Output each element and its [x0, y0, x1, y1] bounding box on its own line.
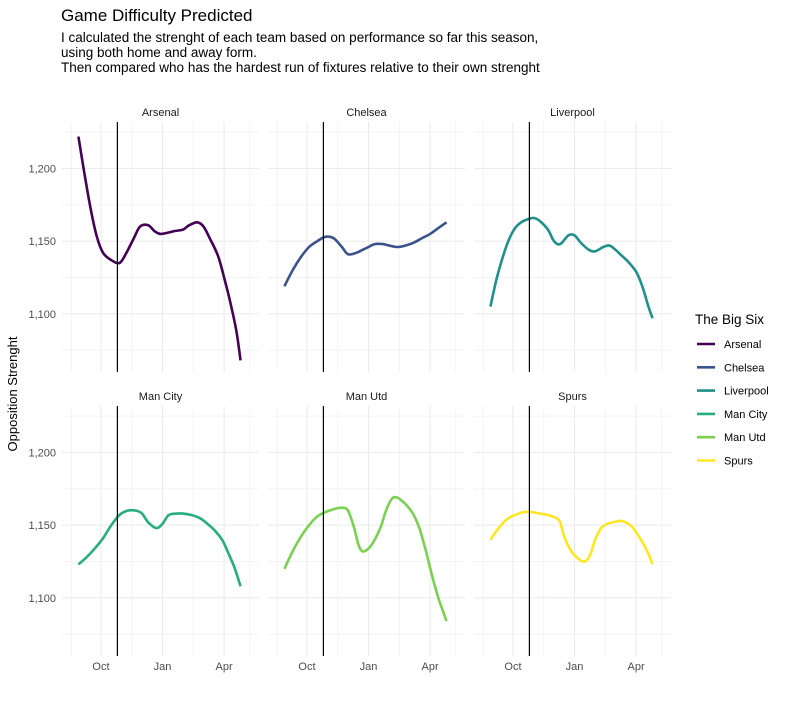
legend-item-man-utd: Man Utd [697, 432, 766, 444]
panel-chelsea: Chelsea [268, 107, 465, 372]
legend-item-spurs: Spurs [697, 456, 753, 468]
legend-label-chelsea: Chelsea [724, 362, 765, 374]
chart-subtitle-line-2: using both home and away form. [61, 45, 257, 60]
panel-title-man-utd: Man Utd [346, 391, 388, 403]
legend-label-man-city: Man City [724, 409, 768, 421]
series-line-man-utd [283, 495, 448, 622]
y-tick-label: 1,200 [28, 448, 56, 460]
y-axis-label: Opposition Strenght [5, 336, 20, 451]
y-tick-label: 1,100 [28, 593, 56, 605]
series-line-chelsea [283, 221, 448, 287]
panel-arsenal: Arsenal 1,100 1,150 1,200 [28, 107, 259, 372]
panel-liverpool: Liverpool [474, 107, 671, 372]
series-line-man-city [77, 508, 242, 587]
x-tick-label: Jan [154, 661, 172, 673]
chart-title: Game Difficulty Predicted [61, 6, 252, 25]
facet-panels: Arsenal 1,100 1,150 1,200 Chelsea Liverpool Ma… [28, 107, 671, 673]
legend-label-arsenal: Arsenal [724, 339, 761, 351]
x-tick-label: Oct [504, 661, 521, 673]
panel-title-liverpool: Liverpool [550, 107, 595, 119]
chart-subtitle-line-1: I calculated the strenght of each team b… [61, 30, 538, 45]
legend: The Big Six Arsenal Chelsea Liverpool Man Ci… [695, 312, 769, 468]
panel-man-utd: Man Utd Oct Jan Apr [268, 391, 465, 673]
legend-item-chelsea: Chelsea [697, 362, 765, 374]
series-line-arsenal [77, 136, 242, 361]
legend-item-man-city: Man City [697, 409, 768, 421]
x-tick-label: Oct [298, 661, 315, 673]
panel-title-arsenal: Arsenal [142, 107, 179, 119]
x-tick-label: Jan [566, 661, 584, 673]
panel-man-city: Man City 1,100 1,150 1,200 Oct Jan Apr [28, 391, 259, 673]
x-tick-label: Apr [216, 661, 233, 673]
legend-label-spurs: Spurs [724, 456, 753, 468]
legend-item-liverpool: Liverpool [697, 386, 769, 398]
y-tick-label: 1,150 [28, 236, 56, 248]
panel-spurs: Spurs Oct Jan Apr [474, 391, 671, 673]
legend-item-arsenal: Arsenal [697, 339, 761, 351]
legend-label-man-utd: Man Utd [724, 432, 766, 444]
y-tick-label: 1,200 [28, 164, 56, 176]
chart-subtitle-line-3: Then compared who has the hardest run of… [61, 60, 540, 75]
y-tick-label: 1,100 [28, 309, 56, 321]
x-tick-label: Oct [92, 661, 109, 673]
series-line-liverpool [489, 216, 654, 319]
legend-title: The Big Six [695, 312, 764, 327]
panel-title-man-city: Man City [139, 391, 183, 403]
panel-title-chelsea: Chelsea [346, 107, 387, 119]
x-tick-label: Jan [360, 661, 378, 673]
series-line-spurs [489, 510, 654, 565]
panel-title-spurs: Spurs [558, 391, 587, 403]
x-tick-label: Apr [422, 661, 439, 673]
y-tick-label: 1,150 [28, 520, 56, 532]
legend-label-liverpool: Liverpool [724, 386, 769, 398]
x-tick-label: Apr [628, 661, 645, 673]
